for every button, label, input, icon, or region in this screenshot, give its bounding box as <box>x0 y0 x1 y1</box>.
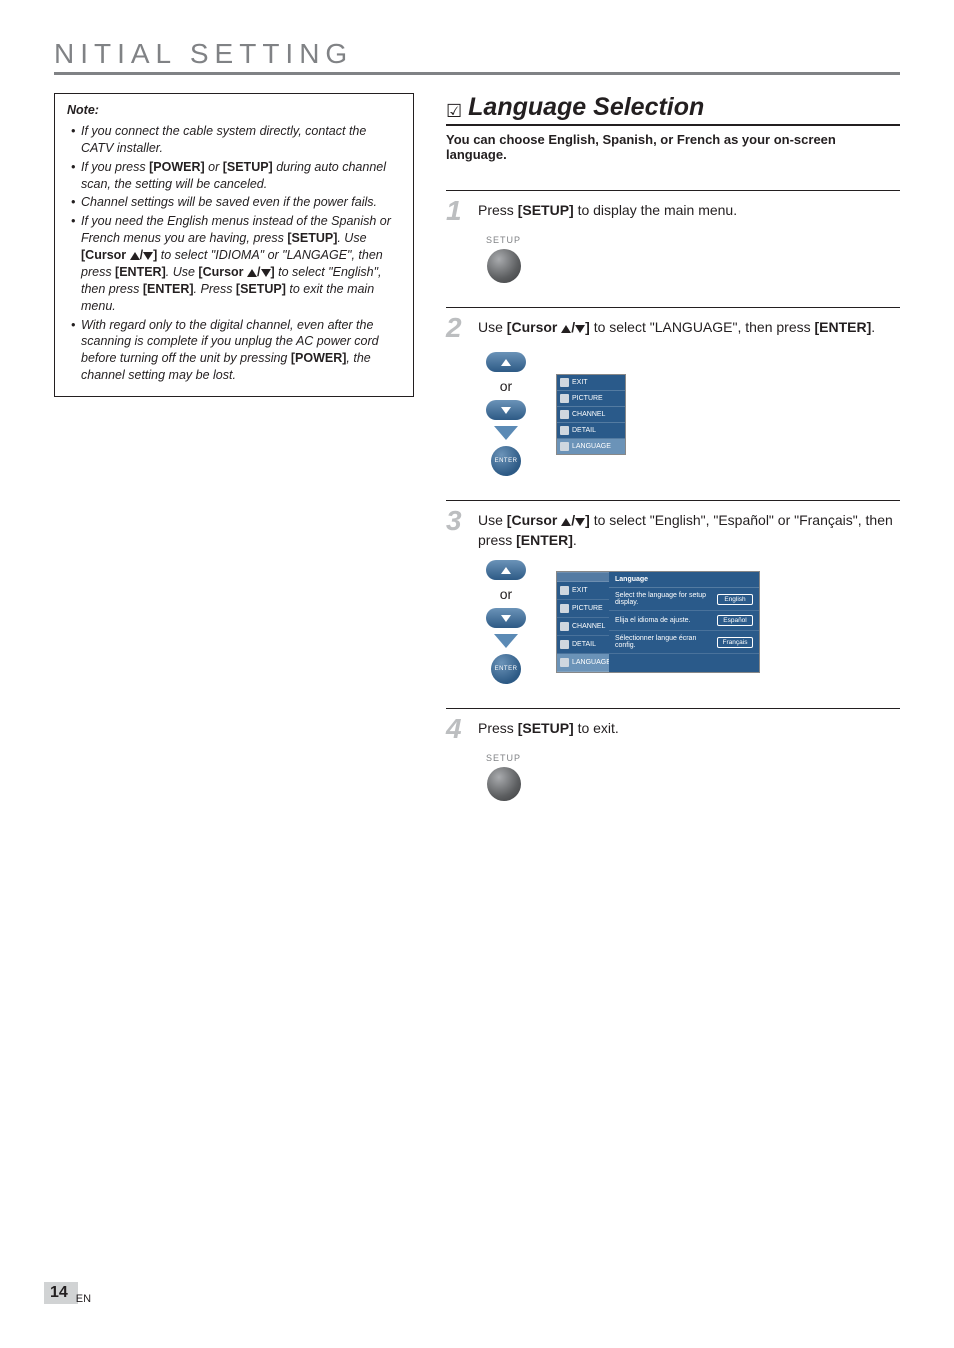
note-item: With regard only to the digital channel,… <box>71 317 401 385</box>
enter-button: ENTER <box>491 654 521 684</box>
round-button-icon <box>487 249 521 283</box>
osd-option-label: Select the language for setup display. <box>615 592 717 606</box>
note-list: If you connect the cable system directly… <box>67 123 401 384</box>
cursor-up-button <box>486 352 526 372</box>
menu-icon <box>560 604 569 613</box>
osd-option-row: Sélectionner langue écran config. França… <box>609 631 759 654</box>
osd-row: EXIT <box>557 375 625 391</box>
remote-cursor-block: or ENTER <box>486 560 526 684</box>
osd-sidebar: EXIT PICTURE CHANNEL DETAIL LANGUAGE <box>557 572 609 672</box>
osd-row: DETAIL <box>557 636 609 654</box>
osd-option-row: Elija el idioma de ajuste. Español <box>609 611 759 631</box>
step-1: 1 Press [SETUP] to display the main menu… <box>446 190 900 283</box>
osd-row-selected: LANGUAGE <box>557 654 609 672</box>
step-number: 4 <box>446 715 468 743</box>
remote-setup-button: SETUP <box>486 235 521 283</box>
or-label: or <box>500 586 512 602</box>
osd-option-value: Français <box>717 637 753 648</box>
step-text: Use [Cursor /] to select "LANGUAGE", the… <box>478 314 875 338</box>
cursor-down-button <box>486 608 526 628</box>
remote-cursor-block: or ENTER <box>486 352 526 476</box>
osd-option-label: Elija el idioma de ajuste. <box>615 617 691 624</box>
osd-row: DETAIL <box>557 423 625 439</box>
step-number: 1 <box>446 197 468 225</box>
menu-icon <box>560 658 569 667</box>
note-item: If you press [POWER] or [SETUP] during a… <box>71 159 401 193</box>
note-box: Note: If you connect the cable system di… <box>54 93 414 397</box>
osd-row: EXIT <box>557 582 609 600</box>
round-button-icon <box>487 767 521 801</box>
osd-option-value: Español <box>717 615 753 626</box>
menu-icon <box>560 622 569 631</box>
step-number: 3 <box>446 507 468 535</box>
osd-row: CHANNEL <box>557 407 625 423</box>
osd-row-selected: LANGUAGE <box>557 439 625 454</box>
step-4: 4 Press [SETUP] to exit. SETUP <box>446 708 900 801</box>
arrow-down-icon <box>494 426 518 440</box>
osd-header: Language <box>609 572 759 588</box>
osd-row: CHANNEL <box>557 618 609 636</box>
osd-menu-large: EXIT PICTURE CHANNEL DETAIL LANGUAGE Lan… <box>556 571 760 673</box>
arrow-down-icon <box>494 634 518 648</box>
setup-label: SETUP <box>486 235 521 245</box>
menu-icon <box>560 378 569 387</box>
step-text: Press [SETUP] to display the main menu. <box>478 197 737 221</box>
note-item: If you connect the cable system directly… <box>71 123 401 157</box>
osd-row: PICTURE <box>557 600 609 618</box>
osd-row: PICTURE <box>557 391 625 407</box>
setup-label: SETUP <box>486 753 521 763</box>
page-language: EN <box>76 1293 91 1305</box>
step-text: Press [SETUP] to exit. <box>478 715 619 739</box>
menu-icon <box>560 442 569 451</box>
remote-setup-button: SETUP <box>486 753 521 801</box>
feature-title: Language Selection <box>468 93 704 122</box>
osd-option-value: English <box>717 594 753 605</box>
osd-option-label: Sélectionner langue écran config. <box>615 635 717 649</box>
menu-icon <box>560 586 569 595</box>
note-item: If you need the English menus instead of… <box>71 213 401 314</box>
note-item: Channel settings will be saved even if t… <box>71 194 401 211</box>
menu-icon <box>560 640 569 649</box>
enter-button: ENTER <box>491 446 521 476</box>
step-number: 2 <box>446 314 468 342</box>
step-3: 3 Use [Cursor /] to select "English", "E… <box>446 500 900 684</box>
or-label: or <box>500 378 512 394</box>
section-title: NITIAL SETTING <box>54 38 900 75</box>
page-number: 14 <box>44 1282 78 1304</box>
note-heading: Note: <box>67 102 401 119</box>
osd-main: Language Select the language for setup d… <box>609 572 759 672</box>
step-text: Use [Cursor /] to select "English", "Esp… <box>478 507 900 550</box>
cursor-down-button <box>486 400 526 420</box>
osd-row <box>557 572 609 582</box>
step-2: 2 Use [Cursor /] to select "LANGUAGE", t… <box>446 307 900 476</box>
cursor-up-button <box>486 560 526 580</box>
page-footer: 14 EN <box>44 1282 99 1304</box>
checkbox-icon: ☑ <box>446 102 462 120</box>
menu-icon <box>560 426 569 435</box>
menu-icon <box>560 410 569 419</box>
osd-option-row: Select the language for setup display. E… <box>609 588 759 611</box>
feature-subtitle: You can choose English, Spanish, or Fren… <box>446 132 900 162</box>
osd-menu-small: EXIT PICTURE CHANNEL DETAIL LANGUAGE <box>556 374 626 455</box>
menu-icon <box>560 394 569 403</box>
